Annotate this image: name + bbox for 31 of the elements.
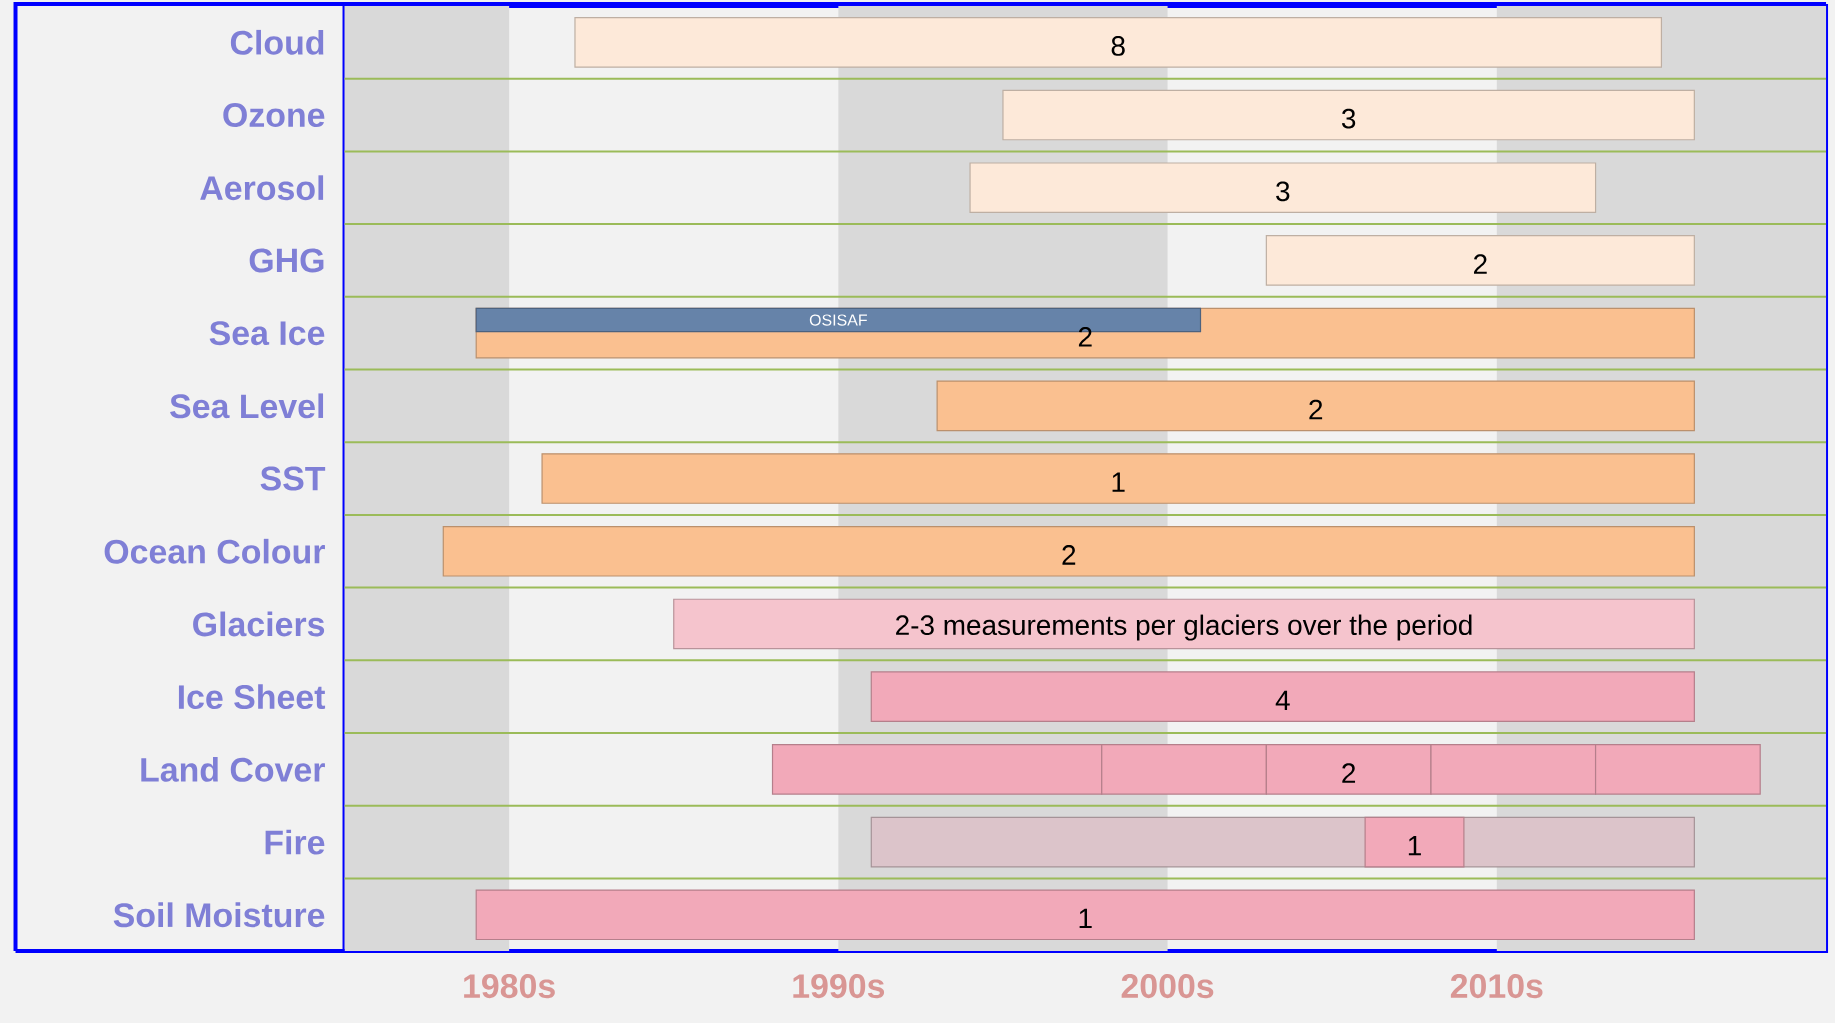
annotation: 3 [1276, 181, 1290, 202]
x-tick-label: 2010s [1450, 974, 1543, 999]
y-tick-label: Fire [265, 829, 325, 855]
x-tick-label: 1980s [464, 974, 555, 999]
x-tick-label: 2000s [1121, 974, 1214, 999]
y-tick-label: Land Cover [141, 756, 325, 782]
series-label: OSISAF [809, 314, 867, 326]
y-tick-label: SST [260, 466, 326, 491]
annotation: 2-3 measurements per glaciers over the period [896, 614, 1472, 641]
annotation: 8 [1111, 36, 1125, 56]
y-tick-label: Glaciers [193, 611, 325, 637]
y-tick-label: Sea Ice [209, 321, 325, 346]
y-tick-label: Ozone [223, 103, 325, 128]
annotation: 1 [1112, 472, 1125, 492]
x-tick-label: 1990s [793, 974, 885, 999]
annotation: 2 [1309, 399, 1323, 420]
annotation: 1 [1079, 908, 1092, 929]
y-tick-label: Soil Moisture [113, 902, 325, 928]
annotation: 2 [1078, 327, 1092, 347]
y-tick-label: Ocean Colour [104, 538, 325, 564]
y-tick-label: Ice Sheet [178, 684, 326, 710]
annotation: 3 [1341, 108, 1356, 129]
y-tick-label: GHG [249, 248, 324, 273]
annotation: 4 [1275, 690, 1290, 710]
annotation: 2 [1062, 545, 1076, 565]
annotation: 1 [1408, 836, 1421, 856]
y-tick-label: Cloud [230, 29, 324, 55]
annotation: 2 [1342, 763, 1356, 783]
y-tick-label: Sea Level [170, 393, 324, 419]
y-tick-label: Aerosol [200, 175, 324, 201]
annotation: 2 [1474, 254, 1487, 274]
